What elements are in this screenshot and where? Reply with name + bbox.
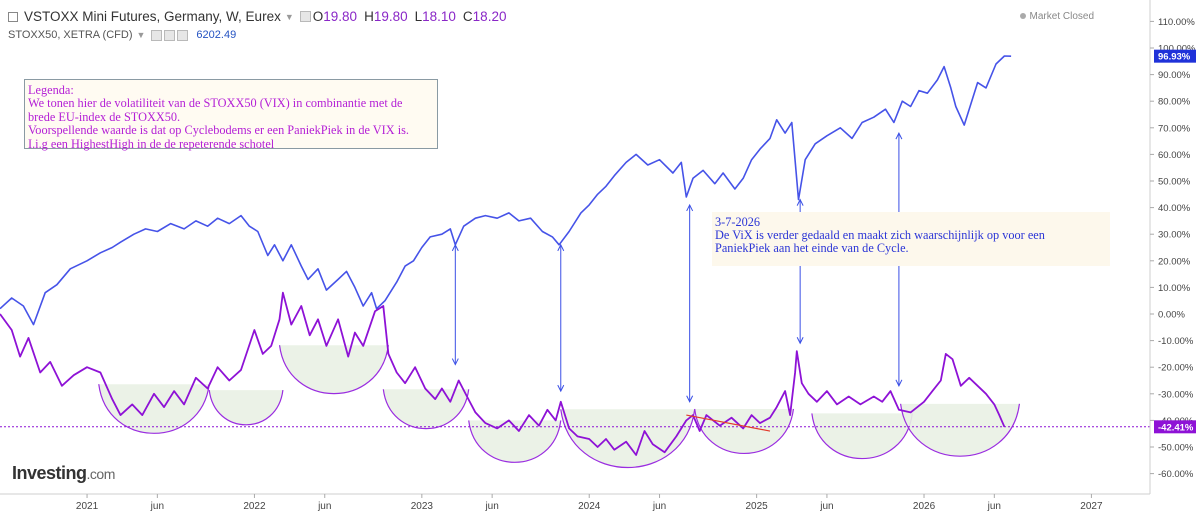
x-tick-label: 2025 [745,501,768,512]
cycle-bowl-fill [560,409,695,468]
x-tick-label: 2021 [76,501,99,512]
cycle-bowl-fill [694,408,794,454]
last-value-badge [1154,49,1196,63]
eye-button-icon[interactable] [151,29,163,41]
arrow-head-down [895,379,903,387]
y-tick-label: 0.00% [1158,310,1185,321]
logo-main: Investing [12,463,87,483]
cycle-bowl-arc [560,409,696,468]
compare-symbol-row[interactable]: STOXX50, XETRA (CFD) ▼ 6202.49 [8,29,236,41]
ohlc-high: H19.80 [364,9,408,24]
y-tick-label: 60.00% [1158,150,1191,161]
legend-line: Voorspellende waarde is dat op Cyclebode… [28,123,409,138]
arrow-head-up [451,243,459,252]
settings-button-icon[interactable] [164,29,176,41]
market-status: Market Closed [1019,11,1094,22]
cycle-bowls-layer [98,345,1021,468]
cycle-bowl-fill [209,390,283,425]
x-tick-label: jun [652,501,666,512]
chevron-down-icon[interactable]: ▼ [136,30,146,40]
x-tick-label: jun [484,501,498,512]
y-tick-label: -50.00% [1158,443,1194,454]
main-symbol-row[interactable]: VSTOXX Mini Futures, Germany, W, Eurex ▼… [8,9,513,24]
collapse-checkbox-icon[interactable] [8,11,18,22]
cycle-bowl-fill [98,384,210,434]
compare-symbol-value: 6202.49 [196,29,237,41]
arrow-head-up [557,243,565,252]
legend-line: I.i.g een HighestHigh in de de repeteren… [28,136,275,151]
investing-logo[interactable]: Investing.com [12,463,115,484]
arrow-head-up [796,198,804,206]
y-tick-label: -30.00% [1158,389,1194,400]
annotation-layer [451,132,903,432]
compare-symbol-title: STOXX50, XETRA (CFD) [8,29,133,41]
vix-series-line[interactable] [0,291,1006,456]
x-tick-label: jun [317,501,331,512]
y-tick-label: 10.00% [1158,283,1191,294]
y-tick-label: -10.00% [1158,336,1194,347]
x-tick-label: jun [987,501,1001,512]
y-tick-label: 40.00% [1158,203,1191,214]
cycle-bowl-arc [468,420,562,463]
note-line: PaniekPiek aan het einde van de Cycle. [715,241,909,255]
cycle-bowl-fill [383,389,469,429]
last-value-badge [1154,420,1196,434]
ohlc-low: L18.10 [414,9,456,24]
cycle-bowl-arc [811,413,913,459]
series-layer [0,55,1012,456]
chart-header: VSTOXX Mini Futures, Germany, W, Eurex ▼… [0,0,1150,50]
note-line: De ViX is verder gedaald en maakt zich w… [715,228,1045,242]
cycle-bowl-arc [208,390,284,426]
y-tick-label: 110.00% [1158,17,1195,28]
y-tick-label: -20.00% [1158,363,1194,374]
trendline[interactable] [686,414,771,432]
cycle-bowl-arc [382,389,470,430]
cycle-bowl-fill [279,345,389,394]
arrow-head-down [557,384,565,393]
y-tick-label: -60.00% [1158,469,1194,480]
note-text-box[interactable]: 3-7-2026 De ViX is verder gedaald en maa… [712,212,1110,266]
y-tick-label: 90.00% [1158,70,1191,81]
cycle-bowl-fill [468,420,561,463]
note-line: 3-7-2026 [715,215,761,229]
arrow-head-down [686,395,694,403]
cycle-bowl-arc [98,384,210,434]
x-tick-label: jun [819,501,833,512]
y-tick-label: 100.00% [1158,44,1196,55]
y-tick-label: 50.00% [1158,177,1191,188]
y-tick-label: 30.00% [1158,230,1191,241]
last-value-label: -42.41% [1158,422,1194,433]
cycle-bowl-fill [900,403,1020,457]
x-tick-label: 2027 [1080,501,1103,512]
legend-line: We tonen hier de volatiliteit van de STO… [28,96,403,111]
x-tick-label: 2022 [243,501,266,512]
arrow-head-down [796,337,804,345]
x-tick-label: jun [150,501,164,512]
x-tick-label: 2023 [411,501,434,512]
arrow-head-up [686,203,694,212]
x-tick-label: 2024 [578,501,601,512]
last-value-label: 96.93% [1158,52,1191,63]
legend-text-box[interactable]: Legenda: We tonen hier de volatiliteit v… [24,79,438,151]
close-button-icon[interactable] [177,29,189,41]
y-tick-label: 80.00% [1158,97,1191,108]
symbol-title: VSTOXX Mini Futures, Germany, W, Eurex [24,9,281,24]
y-tick-label: 70.00% [1158,123,1191,134]
ohlc-open: O19.80 [312,9,358,24]
legend-line: brede EU-index de STOXX50. [28,109,181,124]
cycle-bowl-fill [811,413,913,459]
settings-button-icon[interactable] [299,11,311,22]
legend-line: Legenda: [28,83,74,97]
arrow-head-down [451,358,459,366]
chevron-down-icon[interactable]: ▼ [284,11,294,22]
status-dot-icon [1019,13,1026,20]
stoxx-series-line[interactable] [0,55,1012,326]
y-tick-label: 20.00% [1158,256,1191,267]
logo-suffix: .com [86,466,116,482]
arrow-head-up [895,132,903,140]
x-tick-label: 2026 [913,501,936,512]
ohlc-close: C18.20 [462,9,507,24]
cycle-bowl-arc [278,345,389,395]
